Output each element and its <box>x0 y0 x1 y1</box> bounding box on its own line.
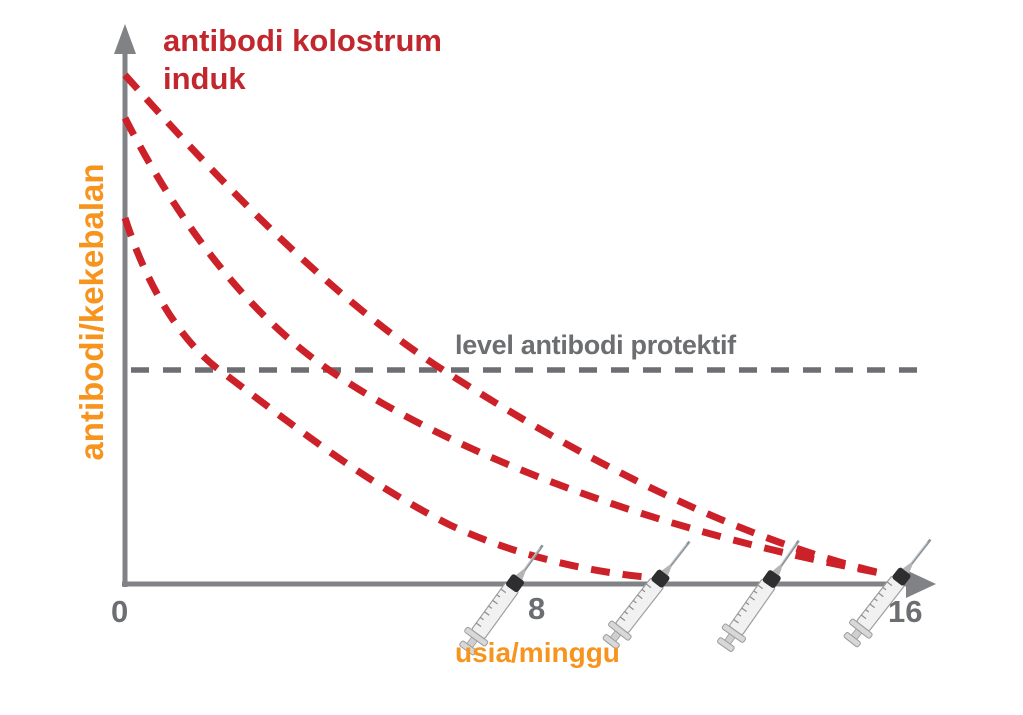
y-axis-arrow-icon <box>114 24 136 54</box>
syringe-icon <box>838 530 942 652</box>
x-tick-0: 0 <box>111 594 129 629</box>
x-axis-label: usia/minggu <box>455 637 620 668</box>
syringe-icon <box>712 531 811 656</box>
decay-curve-low <box>121 216 659 582</box>
chart-title: antibodi kolostrum induk <box>163 23 451 96</box>
decay-curve-medium <box>121 116 881 577</box>
x-axis-arrow-icon <box>906 570 936 598</box>
x-tick-8: 8 <box>528 591 546 626</box>
y-axis-label: antibodi/kekebalan <box>73 163 110 461</box>
x-tick-16: 16 <box>888 594 923 629</box>
decay-curve-high <box>122 72 886 578</box>
protective-level-label: level antibodi protektif <box>455 330 736 360</box>
syringe-icon <box>597 532 701 654</box>
